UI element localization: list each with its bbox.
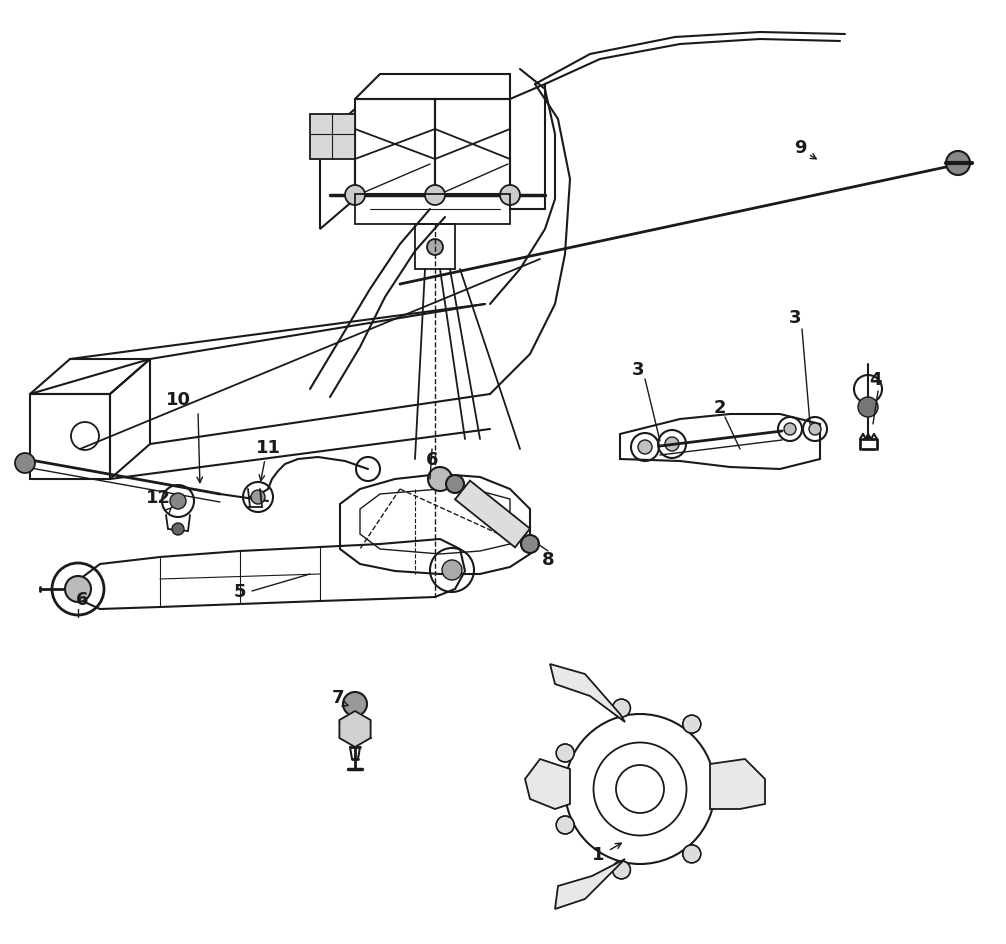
Circle shape xyxy=(500,186,520,206)
Polygon shape xyxy=(550,665,625,722)
Circle shape xyxy=(425,186,445,206)
Circle shape xyxy=(809,424,821,435)
Circle shape xyxy=(252,491,265,504)
Circle shape xyxy=(343,692,367,716)
Circle shape xyxy=(784,424,796,435)
Circle shape xyxy=(638,441,652,454)
Text: 6: 6 xyxy=(426,450,439,468)
Polygon shape xyxy=(339,711,370,748)
Text: 1: 1 xyxy=(592,845,605,863)
Circle shape xyxy=(613,861,631,879)
Circle shape xyxy=(613,700,631,717)
Text: 6: 6 xyxy=(75,590,89,608)
Text: 3: 3 xyxy=(789,309,801,327)
Circle shape xyxy=(556,744,574,762)
Circle shape xyxy=(170,494,186,510)
Circle shape xyxy=(15,453,35,474)
Text: 3: 3 xyxy=(632,361,644,379)
Text: 7: 7 xyxy=(332,688,344,706)
Text: 4: 4 xyxy=(869,371,881,389)
Circle shape xyxy=(65,577,91,602)
Circle shape xyxy=(172,523,184,535)
Circle shape xyxy=(428,467,452,492)
Circle shape xyxy=(521,535,539,553)
Circle shape xyxy=(946,152,970,176)
Text: 2: 2 xyxy=(713,398,726,416)
Polygon shape xyxy=(555,859,625,909)
Circle shape xyxy=(665,437,679,451)
Polygon shape xyxy=(455,481,530,548)
Text: 9: 9 xyxy=(794,139,806,157)
Polygon shape xyxy=(710,759,765,809)
Polygon shape xyxy=(525,759,570,809)
Circle shape xyxy=(446,476,464,494)
Circle shape xyxy=(683,716,701,733)
Text: 8: 8 xyxy=(541,550,554,568)
Circle shape xyxy=(556,817,574,834)
Circle shape xyxy=(427,240,443,256)
Text: 12: 12 xyxy=(146,488,170,507)
Text: 10: 10 xyxy=(166,391,190,409)
Text: 5: 5 xyxy=(233,582,246,600)
Circle shape xyxy=(345,186,365,206)
Polygon shape xyxy=(310,115,355,160)
Circle shape xyxy=(683,845,701,863)
Circle shape xyxy=(714,780,732,799)
Circle shape xyxy=(858,397,878,417)
Circle shape xyxy=(442,561,462,581)
Text: 11: 11 xyxy=(256,439,281,457)
